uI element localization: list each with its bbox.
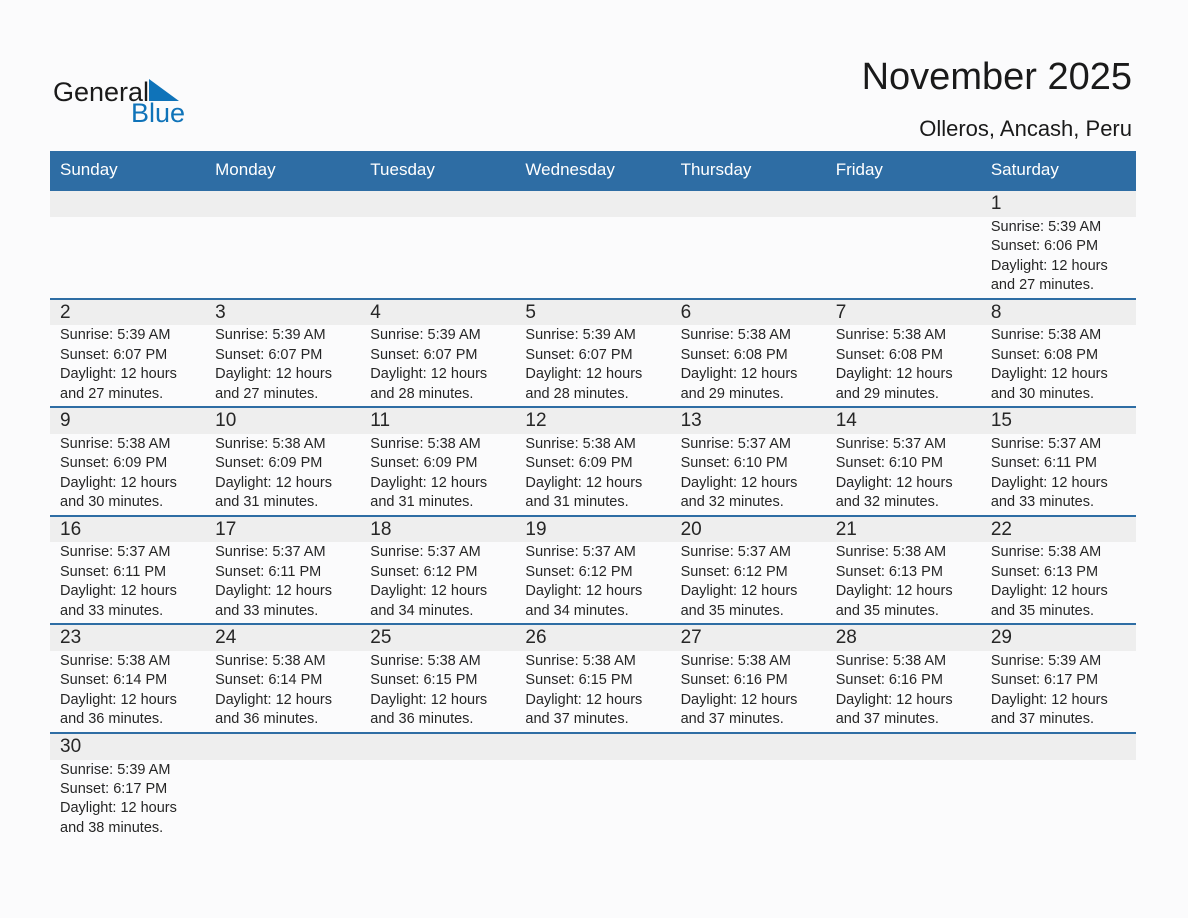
svg-text:Blue: Blue — [131, 98, 185, 128]
